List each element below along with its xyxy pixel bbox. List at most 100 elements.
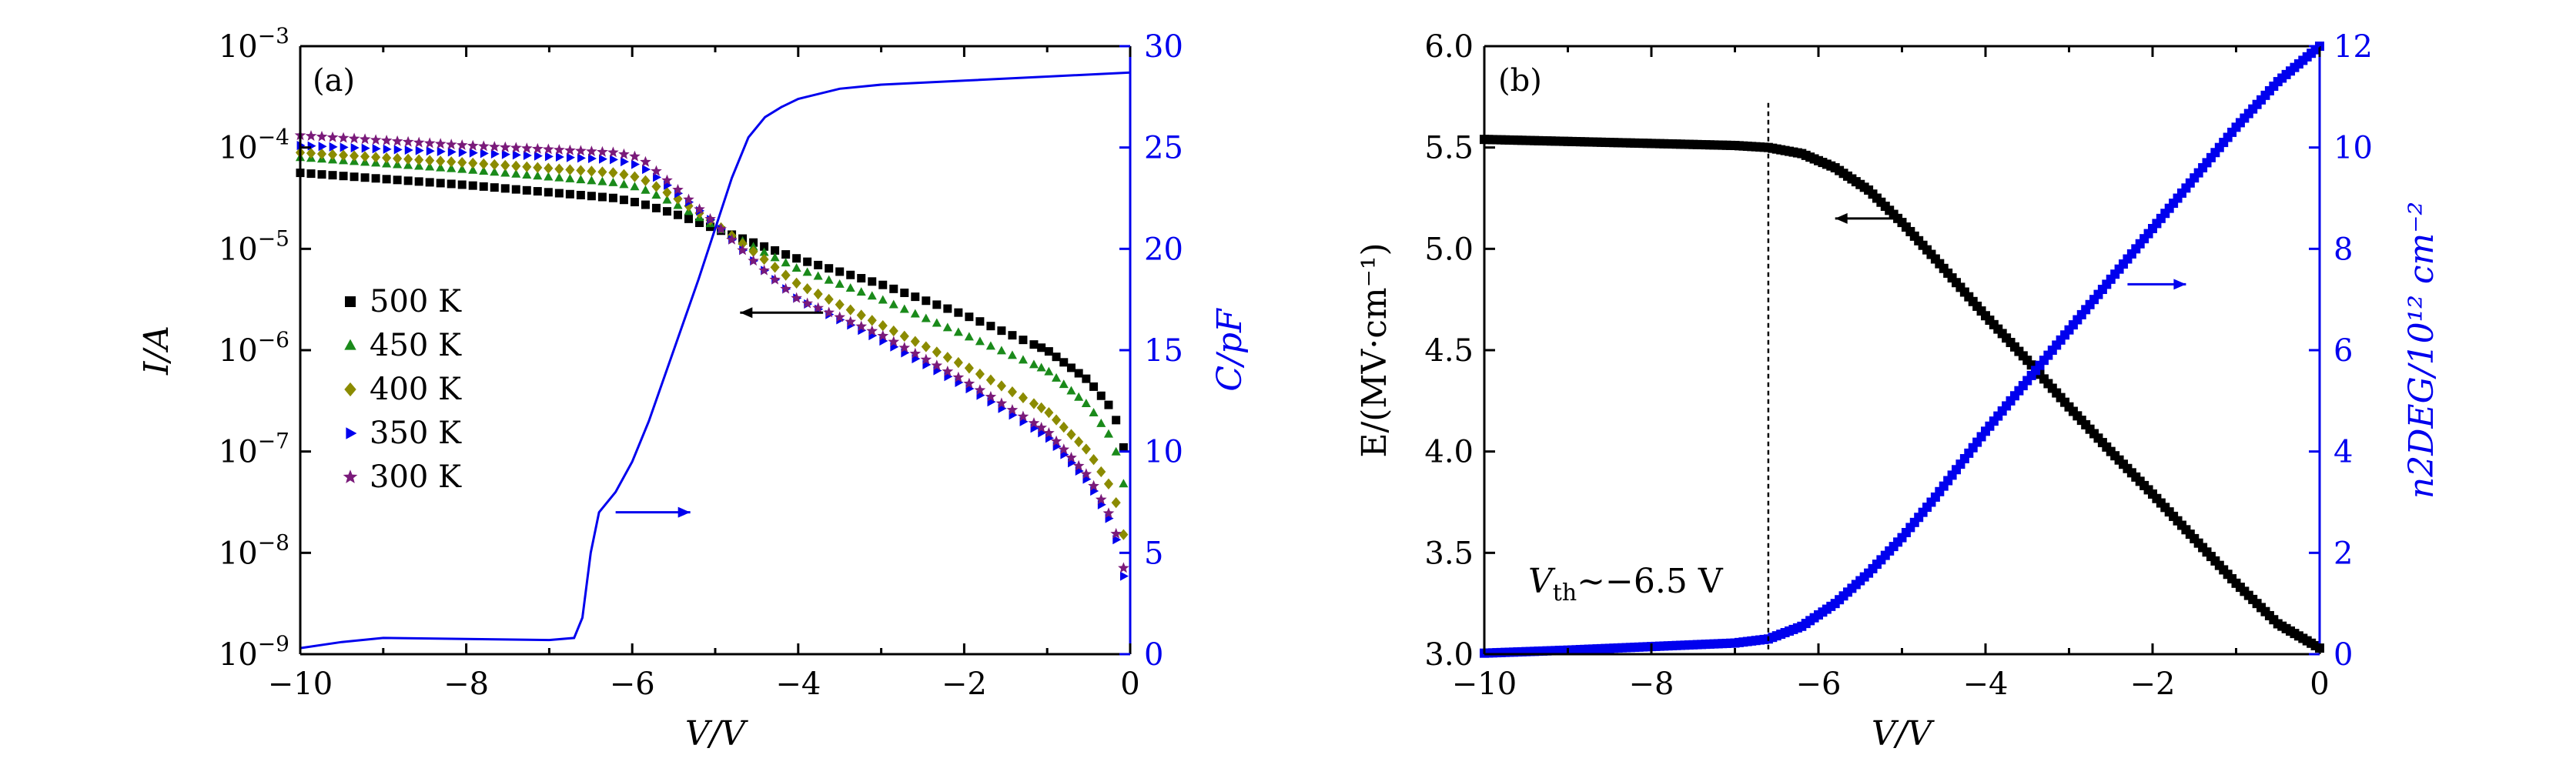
point-400-k <box>479 158 489 170</box>
point-400-k <box>457 156 467 169</box>
point-400-k <box>597 166 607 178</box>
point-450-k <box>899 304 909 313</box>
panel-a-label: (a) <box>313 63 355 99</box>
panel-a-x-tick-label: −2 <box>942 666 987 702</box>
point-450-k <box>781 258 791 267</box>
point-400-k <box>1007 386 1017 398</box>
point-450-k <box>1007 350 1017 359</box>
panel-b-y-left-label: E/(MV·cm⁻¹) <box>1355 242 1394 457</box>
legend-marker-300-k <box>343 469 358 483</box>
point-300-k <box>952 371 965 382</box>
point-450-k <box>921 313 931 322</box>
tick-label-base: 10 <box>219 333 258 369</box>
point-400-k <box>414 154 424 165</box>
point-500-k <box>641 200 650 209</box>
point-400-k <box>770 262 780 273</box>
point-500-k <box>436 179 445 188</box>
point-350-k <box>566 152 575 162</box>
point-300-k <box>554 144 565 155</box>
tick-label-exponent: −4 <box>258 125 289 150</box>
panel-b: −10 −8 −6 −4 −2 0 3.0 3.5 4.0 4.5 5.0 5.5 6.0 0 2 4 6 8 10… <box>1355 29 2441 753</box>
panel-b-y-right-tick-label: 10 <box>2333 131 2373 166</box>
point-500-k <box>587 192 596 201</box>
point-350-k <box>329 142 338 152</box>
point-400-k <box>1119 529 1129 540</box>
point-400-k <box>1036 402 1046 414</box>
point-300-k <box>521 142 533 153</box>
point-400-k <box>1052 414 1062 426</box>
legend-marker-350-k <box>346 427 357 439</box>
point-300-k <box>532 142 544 154</box>
point-450-k <box>1018 355 1028 364</box>
point-450-k <box>985 341 995 350</box>
point-500-k <box>911 292 920 302</box>
point-400-k <box>888 325 898 337</box>
point-400-k <box>511 160 521 172</box>
point-500-k <box>1052 352 1061 362</box>
point-300-k <box>510 142 522 153</box>
point-400-k <box>1103 478 1114 489</box>
point-400-k <box>975 368 985 380</box>
panel-b-arrows <box>1835 212 2186 290</box>
point-500-k <box>1029 340 1039 349</box>
point-300-k <box>434 138 447 149</box>
point-500-k <box>814 260 823 269</box>
point-500-k <box>1096 391 1106 400</box>
point-300-k <box>942 366 954 376</box>
panel-b-x-axis-label: V/V <box>1872 714 1935 753</box>
point-300-k <box>823 306 835 318</box>
tick-label-base: 10 <box>219 435 258 470</box>
point-300-k <box>974 384 986 396</box>
point-500-k <box>608 193 617 202</box>
panel-b-series <box>1480 42 2324 658</box>
point-500-k <box>878 280 888 289</box>
point-500-k <box>1112 416 1121 425</box>
point-400-k <box>500 159 510 172</box>
point-450-k <box>856 287 866 296</box>
panel-a-y-right-tick-label: 0 <box>1144 637 1163 673</box>
point-350-k <box>534 151 543 161</box>
panel-a-arrows <box>615 307 824 518</box>
point-400-k <box>306 147 316 159</box>
series-e <box>1480 135 2324 653</box>
point-500-k <box>565 189 574 199</box>
point-400-k <box>1074 436 1084 448</box>
point-450-k <box>1059 379 1069 389</box>
point-400-k <box>1018 392 1028 403</box>
arrow-capacitance-head <box>677 506 691 518</box>
panel-a-ticks: −10 −8 −6 −4 −2 010−910−810−710−610−510−410−3… <box>219 23 1183 702</box>
point-500-k <box>889 284 898 293</box>
point-450-k <box>813 271 823 280</box>
point-350-k <box>372 144 381 154</box>
point-450-k <box>1119 479 1129 488</box>
point-450-k <box>662 195 672 204</box>
point-500-k <box>1074 369 1083 378</box>
point-300-k <box>683 193 694 205</box>
point-350-k <box>458 147 467 158</box>
point-500-k <box>425 178 434 187</box>
legend-label-300-k: 300 K <box>370 459 462 495</box>
point-450-k <box>468 165 478 174</box>
point-450-k <box>1052 372 1062 382</box>
panel-a-x-tick-label: −4 <box>775 666 821 702</box>
point-450-k <box>425 162 435 171</box>
point-500-k <box>846 270 855 279</box>
panel-a-legend: 500 K 450 K 400 K 350 K 300 K <box>343 284 462 495</box>
point-350-k <box>490 149 500 159</box>
panel-a-y-left-tick-label: 10−5 <box>219 225 289 267</box>
point-450-k <box>1074 392 1084 401</box>
panel-b-y-right-tick-label: 4 <box>2333 435 2353 470</box>
point-450-k <box>544 172 554 181</box>
point-400-k <box>641 175 651 186</box>
point-500-k <box>835 267 845 276</box>
point-400-k <box>316 148 327 160</box>
point-300-k <box>1058 443 1070 455</box>
point-300-k <box>380 135 393 145</box>
point-350-k <box>598 154 607 164</box>
point-300-k <box>1102 507 1115 519</box>
point-350-k <box>653 172 662 182</box>
point-300-k <box>877 329 889 341</box>
panel-a-y-right-tick-label: 5 <box>1144 536 1163 571</box>
panel-b-y-right-label: n2DEG/10¹² cm⁻² <box>2402 202 2441 499</box>
legend-label-400-k: 400 K <box>370 372 462 407</box>
